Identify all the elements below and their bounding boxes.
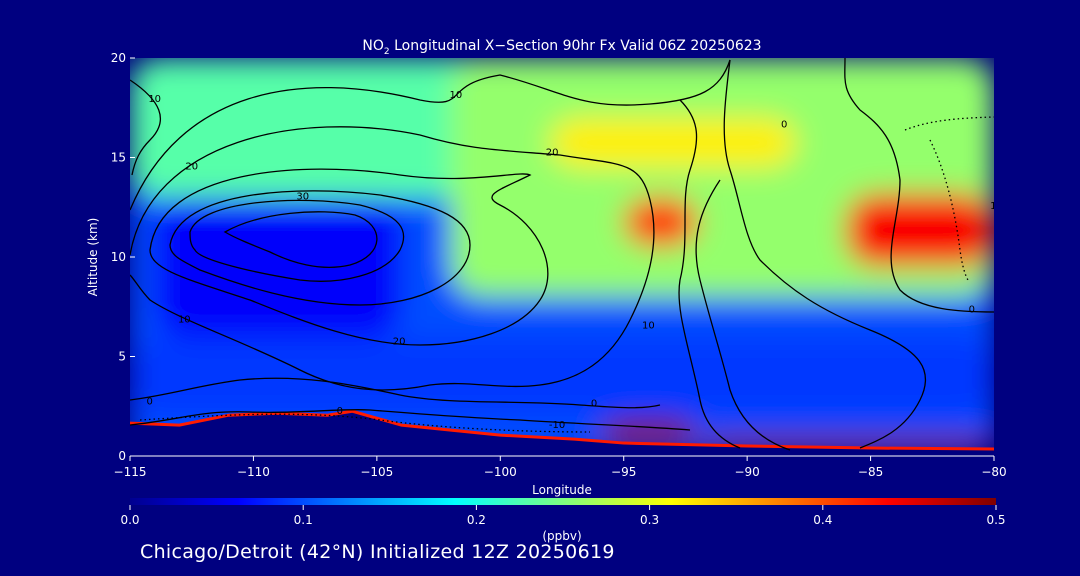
colorbar-unit-label: (ppbv) — [542, 529, 581, 543]
contour-line — [130, 59, 731, 211]
colorbar-tick-label: 0.4 — [813, 513, 832, 527]
contour-label: 30 — [296, 191, 309, 202]
contour-label: 0 — [337, 406, 343, 417]
contour-label: 20 — [185, 161, 198, 172]
title-species: NO — [362, 38, 384, 54]
footer-caption: Chicago/Detroit (42°N) Initialized 12Z 2… — [140, 541, 615, 563]
y-axis-label: Altitude (km) — [86, 218, 100, 297]
colorbar-axis: 0.0 0.1 0.2 0.3 0.4 0.5 — [120, 505, 1006, 527]
field-cell — [599, 420, 698, 447]
terrain-fill — [130, 412, 994, 456]
x-axis-label: Longitude — [532, 483, 592, 497]
contour-lines — [130, 58, 994, 451]
x-tick-label: −105 — [360, 465, 393, 479]
chart-title: NO2 Longitudinal X−Section 90hr Fx Valid… — [362, 38, 761, 57]
field-cell — [154, 197, 402, 337]
contour-label: 20 — [393, 337, 406, 348]
x-tick-label: −115 — [114, 465, 147, 479]
colorbar-tick-label: 0.3 — [640, 513, 659, 527]
y-tick-label: 20 — [111, 51, 126, 65]
contour-line — [130, 408, 691, 431]
x-tick-label: −85 — [858, 465, 883, 479]
x-tick-label: −100 — [484, 465, 517, 479]
field-cell — [845, 193, 994, 267]
contour-line — [723, 59, 927, 449]
y-tick-label: 10 — [111, 250, 126, 264]
x-tick-label: −90 — [734, 465, 759, 479]
field-cell — [130, 336, 994, 417]
title-species-subscript: 2 — [384, 47, 390, 57]
concentration-field — [130, 58, 994, 456]
x-tick-label: −110 — [237, 465, 270, 479]
x-tick-label: −95 — [611, 465, 636, 479]
field-cell — [549, 117, 797, 168]
x-axis: −115 −110 −105 −100 −95 −90 −85 −80 — [114, 455, 1007, 479]
contour-line — [844, 58, 994, 313]
contour-line — [678, 99, 741, 449]
contour-line — [130, 377, 661, 409]
contour-line — [189, 199, 405, 282]
negative-contour-lines — [139, 116, 994, 433]
contour-label: 10 — [990, 201, 1003, 212]
y-axis: 0 5 10 15 20 — [111, 51, 135, 463]
x-tick-label: −80 — [981, 465, 1006, 479]
contour-label: 10 — [642, 321, 655, 332]
contour-label: 10 — [449, 90, 462, 101]
contour-label: 10 — [178, 315, 191, 326]
colorbar-tick-label: 0.2 — [467, 513, 486, 527]
contour-line — [130, 79, 161, 176]
y-tick-label: 5 — [118, 350, 126, 364]
terrain-edge — [130, 409, 994, 451]
field-cell — [623, 197, 698, 248]
dotted-contour-line — [139, 413, 591, 433]
contour-label: 0 — [591, 398, 597, 409]
colorbar — [130, 498, 996, 505]
contour-label: 10 — [148, 94, 161, 105]
y-tick-label: 15 — [111, 151, 126, 165]
plot-area: 10 10 20 20 30 10 20 10 0 0 0 -10 0 0 10 — [130, 58, 1003, 456]
contour-labels: 10 10 20 20 30 10 20 10 0 0 0 -10 0 0 10 — [147, 90, 1003, 431]
contour-label: -10 — [549, 420, 565, 431]
y-tick-label: 0 — [118, 449, 126, 463]
contour-line — [695, 179, 791, 451]
contour-label: 0 — [147, 396, 153, 407]
title-rest: Longitudinal X−Section 90hr Fx Valid 06Z… — [390, 38, 762, 54]
contour-label: 20 — [546, 148, 559, 159]
colorbar-tick-label: 0.5 — [986, 513, 1005, 527]
dotted-contour-line — [929, 139, 969, 281]
colorbar-tick-label: 0.0 — [120, 513, 139, 527]
contour-label: 0 — [969, 305, 975, 316]
contour-line — [169, 190, 471, 306]
contour-line — [149, 168, 549, 346]
contour-label: 0 — [781, 120, 787, 131]
contour-line — [223, 211, 378, 268]
colorbar-tick-label: 0.1 — [294, 513, 313, 527]
contour-line — [130, 126, 655, 391]
terrain — [130, 409, 994, 456]
